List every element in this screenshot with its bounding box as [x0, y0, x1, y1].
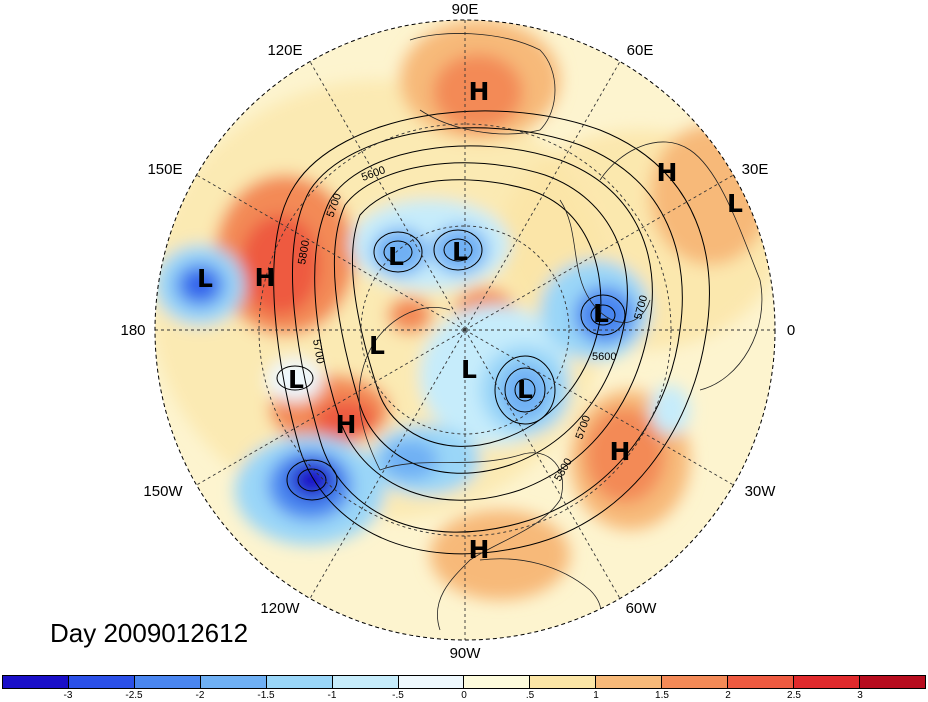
colorbar-segment [530, 676, 597, 688]
high-pressure-marker: H [336, 410, 357, 439]
colorbar-segment [662, 676, 729, 688]
colorbar-segment [859, 676, 925, 688]
lon-label: 120E [267, 42, 302, 59]
map-title: Day 2009012612 [50, 618, 249, 648]
colorbar-tick-label: 3 [857, 690, 863, 701]
colorbar-segment [134, 676, 201, 688]
colorbar-segment [464, 676, 531, 688]
colorbar-segment [3, 676, 69, 688]
lon-label: 90W [450, 645, 482, 662]
colorbar-segment [728, 676, 795, 688]
contour-label: 5800 [296, 239, 312, 265]
low-pressure-marker: L [452, 237, 468, 266]
colorbar-tick-label: -.5 [392, 690, 404, 701]
high-pressure-marker: H [469, 77, 490, 106]
colorbar-tick-label: 1.5 [655, 690, 669, 701]
low-pressure-marker: L [197, 264, 213, 293]
low-pressure-marker: L [517, 375, 533, 404]
contour-label: 5700 [310, 338, 326, 364]
colorbar-tick-label: 2 [725, 690, 731, 701]
lon-label: 180 [120, 322, 145, 339]
colorbar-tick-label: .5 [525, 690, 535, 701]
lon-label: 30E [742, 161, 769, 178]
colorbar-tick-label: -1.5 [257, 690, 275, 701]
colorbar-tick-label: 1 [593, 690, 599, 701]
colorbar-segment [398, 676, 465, 688]
colorbar-tick-label: -3 [63, 690, 73, 701]
pressure-systems: H H L L L L H L L L L H L H H [197, 77, 743, 564]
lon-label: 30W [745, 483, 777, 500]
colorbar-segment [596, 676, 663, 688]
colorbar [2, 675, 926, 689]
high-pressure-marker: H [657, 158, 678, 187]
lon-label: 150W [143, 483, 183, 500]
colorbar-tick-label: -2.5 [125, 690, 143, 701]
colorbar-segment [68, 676, 135, 688]
high-pressure-marker: H [610, 437, 631, 466]
low-pressure-marker: L [288, 365, 304, 394]
anomaly-shading [155, 20, 775, 640]
high-pressure-marker: H [255, 263, 276, 292]
colorbar-tick-label: -2 [195, 690, 205, 701]
longitude-labels: 90E 60E 30E 0 30W 60W 90W 120W 150W 180 … [120, 1, 795, 662]
colorbar-tick-label: 2.5 [787, 690, 801, 701]
lon-label: 60W [626, 600, 658, 617]
lon-label: 60E [627, 42, 654, 59]
colorbar-tick-label: 0 [461, 690, 467, 701]
contour-label: 5600 [592, 351, 616, 363]
low-pressure-marker: L [369, 331, 385, 360]
low-pressure-marker: L [593, 299, 609, 328]
colorbar-segment [200, 676, 267, 688]
colorbar-tick-label: -1 [327, 690, 337, 701]
colorbar-segment [794, 676, 860, 688]
lon-label: 90E [452, 1, 479, 18]
low-pressure-marker: L [388, 242, 404, 271]
colorbar-ticks: -3 -2.5 -2 -1.5 -1 -.5 0 .5 1 1.5 2 2.5 3 [2, 690, 926, 702]
map-boundary [154, 19, 776, 641]
colorbar-segment [266, 676, 333, 688]
lon-label: 120W [260, 600, 300, 617]
low-pressure-marker: L [727, 189, 743, 218]
lon-label: 150E [147, 161, 182, 178]
low-pressure-marker: L [461, 355, 477, 384]
lon-label: 0 [787, 322, 795, 339]
high-pressure-marker: H [469, 535, 490, 564]
colorbar-segment [332, 676, 399, 688]
graticule [155, 20, 775, 640]
height-contours [273, 110, 710, 555]
